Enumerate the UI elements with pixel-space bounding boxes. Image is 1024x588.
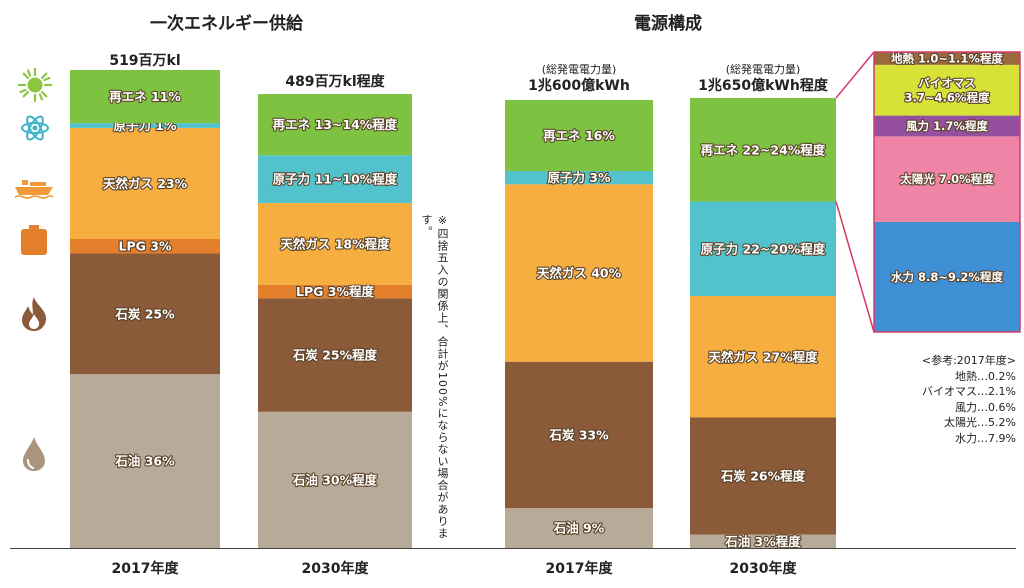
renewable-breakdown-bar-2 — [874, 115, 1020, 137]
reference-wind: 風力…0.6% — [955, 400, 1016, 414]
power-2030-total: (総発電電力量) 1兆650億kWh程度 — [678, 62, 848, 94]
power-2030-label-4: 再エネ 22~24%程度 — [701, 142, 826, 157]
primary-energy-title: 一次エネルギー供給 — [150, 14, 303, 34]
power-2030-bar-0 — [690, 534, 836, 548]
sun-icon — [18, 68, 52, 102]
primary-2017-total-value: 519百万kl — [109, 53, 181, 69]
renewable-breakdown-label-2: 風力 1.7%程度 — [906, 119, 988, 133]
power-2030-bar-1 — [690, 417, 836, 535]
primary-2030-total: 489百万kl程度 — [258, 74, 412, 90]
primary-2017-label-2: LPG 3% — [119, 239, 172, 254]
xlabel-power-2017: 2017年度 — [545, 561, 613, 577]
power-2030-total-sub: (総発電電力量) — [725, 63, 801, 76]
oil-drop-icon — [23, 437, 45, 471]
power-2017-label-1: 石炭 33% — [548, 427, 609, 442]
primary-2017-bar-0 — [70, 374, 220, 548]
flame-icon — [22, 297, 47, 331]
primary-2017-label-5: 再エネ 11% — [109, 89, 181, 104]
reference-solar: 太陽光…5.2% — [944, 416, 1016, 429]
power-2017-total-value: 1兆600億kWh — [528, 78, 630, 94]
reference-biomass: バイオマス…2.1% — [922, 385, 1016, 398]
renewable-breakdown-label-3-line-0: バイオマス — [918, 76, 976, 90]
connector-line-top — [835, 51, 875, 99]
primary-2030-bar-5 — [258, 94, 412, 156]
tanker-ship-icon — [14, 180, 54, 199]
renewable-breakdown-bar-4 — [874, 52, 1020, 65]
rounding-note: ※四捨五入の関係上、合計が100%にならない場合があります。 — [420, 214, 449, 540]
primary-2017-bar-1 — [70, 253, 220, 375]
primary-2017-label-3: 天然ガス 23% — [103, 176, 188, 191]
power-2017-total-sub: (総発電電力量) — [541, 63, 617, 76]
primary-2030-bar-3 — [258, 202, 412, 285]
power-mix-title: 電源構成 — [634, 14, 702, 34]
primary-2030-label-1: 石炭 25%程度 — [292, 348, 378, 363]
power-2017-bar-3 — [505, 170, 653, 185]
reference-title: <参考:2017年度> — [921, 354, 1016, 367]
atom-icon — [21, 115, 49, 141]
primary-2017-bar-5 — [70, 70, 220, 124]
renewable-breakdown-label-4: 地熱 1.0~1.1%程度 — [891, 51, 1003, 65]
primary-2017-bar-3 — [70, 127, 220, 239]
reference-hydro: 水力…7.9% — [955, 431, 1016, 445]
primary-2017-bar-2 — [70, 238, 220, 254]
power-2017-label-0: 石油 9% — [553, 521, 605, 536]
power-2017-bar-1 — [505, 361, 653, 509]
power-2017-bar-4 — [505, 100, 653, 171]
primary-2030-label-5: 再エネ 13~14%程度 — [273, 117, 398, 132]
xlabel-power-2030: 2030年度 — [729, 561, 797, 577]
primary-2030-label-0: 石油 30%程度 — [292, 472, 378, 487]
connector-line-bottom — [835, 201, 875, 333]
power-2030-label-3: 原子力 22~20%程度 — [701, 241, 826, 256]
power-2030-bar-3 — [690, 201, 836, 296]
primary-2030-bar-1 — [258, 298, 412, 412]
power-2030-label-2: 天然ガス 27%程度 — [708, 349, 818, 364]
reference-geothermal: 地熱…0.2% — [955, 369, 1016, 383]
renewable-breakdown-frame — [873, 51, 1021, 333]
primary-2030-label-4: 原子力 11~10%程度 — [273, 172, 398, 187]
primary-2017-bar-4 — [70, 123, 220, 128]
primary-2017-label-0: 石油 36% — [114, 454, 175, 469]
xlabel-primary-2030: 2030年度 — [301, 561, 369, 577]
renewable-breakdown-label-3-line-1: 3.7~4.6%程度 — [905, 90, 990, 104]
power-2030-label-1: 石炭 26%程度 — [720, 469, 806, 484]
power-2017-total: (総発電電力量) 1兆600億kWh — [505, 62, 653, 94]
gas-tank-icon — [21, 225, 47, 255]
primary-2030-bar-0 — [258, 411, 412, 548]
primary-2017-label-1: 石炭 25% — [114, 306, 175, 321]
renewable-breakdown-bar-3 — [874, 64, 1020, 116]
renewable-breakdown-label-0: 水力 8.8~9.2%程度 — [891, 270, 1003, 284]
primary-2030-bar-4 — [258, 155, 412, 203]
renewable-breakdown-bar-1 — [874, 136, 1020, 222]
power-2017-bar-2 — [505, 184, 653, 362]
power-2017-label-3: 原子力 3% — [547, 170, 611, 185]
power-2017-label-4: 再エネ 16% — [543, 128, 615, 143]
renewable-breakdown-bar-0 — [874, 221, 1020, 332]
power-2017-bar-0 — [505, 508, 653, 548]
reference-2017: <参考:2017年度> 地熱…0.2% バイオマス…2.1% 風力…0.6% 太… — [866, 353, 1016, 446]
primary-2030-label-2: LPG 3%程度 — [296, 284, 374, 299]
xlabel-primary-2017: 2017年度 — [111, 561, 179, 577]
renewable-breakdown-label-1: 太陽光 7.0%程度 — [899, 172, 994, 186]
power-2017-label-2: 天然ガス 40% — [537, 265, 622, 280]
power-2030-bar-4 — [690, 98, 836, 202]
primary-2030-total-value: 489百万kl程度 — [285, 74, 385, 90]
primary-2030-label-3: 天然ガス 18%程度 — [280, 236, 390, 251]
primary-2017-total: 519百万kl — [70, 53, 220, 69]
power-2030-total-value: 1兆650億kWh程度 — [698, 78, 828, 94]
primary-2030-bar-2 — [258, 284, 412, 299]
power-2030-label-0: 石油 3%程度 — [724, 534, 801, 549]
power-2030-bar-2 — [690, 296, 836, 418]
